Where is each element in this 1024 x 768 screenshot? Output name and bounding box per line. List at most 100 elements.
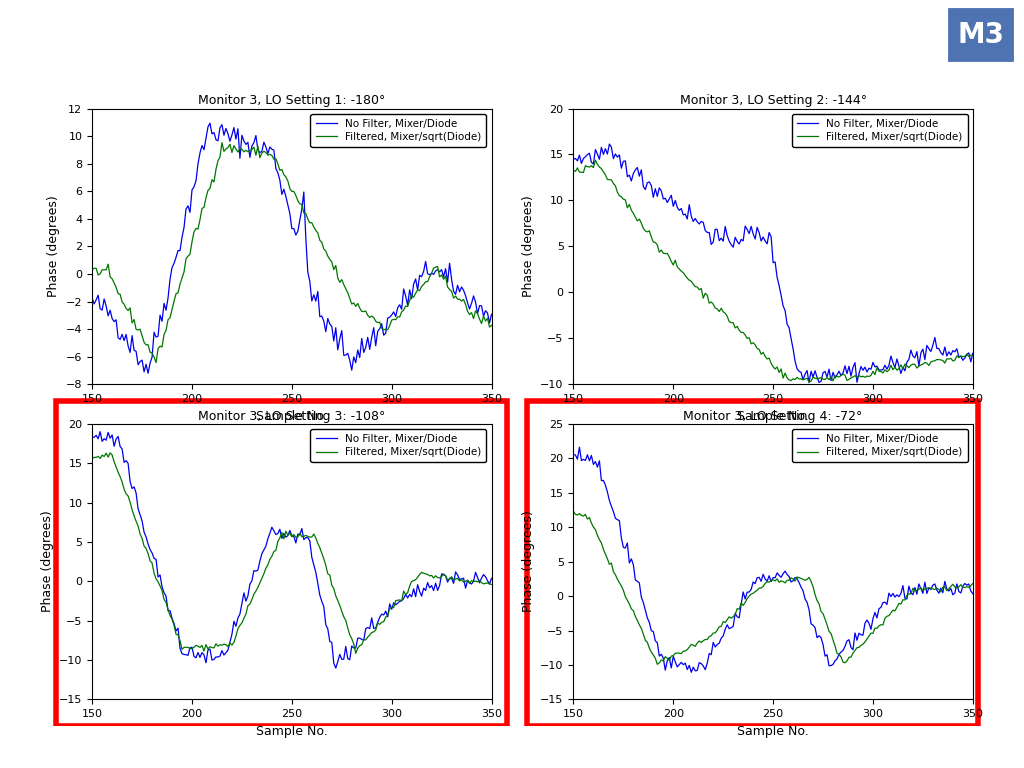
Filtered, Mixer/sqrt(Diode) [258,147,270,156]
No Filter, Mixer/Diode [573,442,586,452]
No Filter, Mixer/Diode [569,451,582,460]
Filtered, Mixer/sqrt(Diode) [216,138,228,147]
Title: Monitor 3, LO Setting 2: -144°: Monitor 3, LO Setting 2: -144° [680,94,866,108]
Filtered, Mixer/sqrt(Diode) [605,175,617,184]
No Filter, Mixer/Diode [787,576,800,585]
No Filter, Mixer/Diode [605,143,617,152]
Title: Monitor 3, LO Setting 4: -72°: Monitor 3, LO Setting 4: -72° [683,409,863,422]
No Filter, Mixer/Diode [937,350,949,359]
No Filter, Mixer/Diode [605,502,617,511]
Filtered, Mixer/sqrt(Diode) [256,574,268,583]
Filtered, Mixer/sqrt(Diode) [88,263,100,273]
No Filter, Mixer/Diode [86,433,98,442]
Filtered, Mixer/sqrt(Diode) [967,579,979,588]
Filtered, Mixer/sqrt(Diode) [86,454,98,463]
Filtered, Mixer/sqrt(Diode) [485,580,498,589]
Line: Filtered, Mixer/sqrt(Diode): Filtered, Mixer/sqrt(Diode) [92,143,492,362]
No Filter, Mixer/Diode [567,449,580,458]
No Filter, Mixer/Diode [967,349,979,358]
Y-axis label: Phase (degrees): Phase (degrees) [41,511,53,612]
Text: 02/08/2013: 02/08/2013 [41,738,145,756]
X-axis label: Sample No.: Sample No. [737,725,809,738]
No Filter, Mixer/Diode [304,536,316,545]
No Filter, Mixer/Diode [967,589,979,598]
No Filter, Mixer/Diode [717,631,729,641]
Y-axis label: Phase (degrees): Phase (degrees) [47,196,60,297]
No Filter, Mixer/Diode [785,334,798,343]
Filtered, Mixer/sqrt(Diode) [715,622,727,631]
No Filter, Mixer/Diode [715,233,727,243]
No Filter, Mixer/Diode [233,609,246,618]
Line: Filtered, Mixer/sqrt(Diode): Filtered, Mixer/sqrt(Diode) [573,511,973,664]
No Filter, Mixer/Diode [88,300,100,309]
Filtered, Mixer/sqrt(Diode) [715,303,727,313]
No Filter, Mixer/Diode [236,131,248,140]
Legend: No Filter, Mixer/Diode, Filtered, Mixer/sqrt(Diode): No Filter, Mixer/Diode, Filtered, Mixer/… [792,114,968,147]
Filtered, Mixer/sqrt(Diode) [589,156,601,165]
Filtered, Mixer/sqrt(Diode) [967,351,979,360]
Line: Filtered, Mixer/sqrt(Diode): Filtered, Mixer/sqrt(Diode) [573,161,973,382]
Filtered, Mixer/sqrt(Diode) [150,358,162,367]
Filtered, Mixer/sqrt(Diode) [567,507,580,516]
Filtered, Mixer/sqrt(Diode) [456,296,468,306]
Text: Jack Roberts: Jack Roberts [454,738,570,756]
Title: Monitor 3, LO Setting 1: -180°: Monitor 3, LO Setting 1: -180° [199,94,385,108]
No Filter, Mixer/Diode [937,588,949,598]
No Filter, Mixer/Diode [485,310,498,319]
No Filter, Mixer/Diode [456,283,468,292]
No Filter, Mixer/Diode [456,574,468,584]
No Filter, Mixer/Diode [803,378,815,387]
No Filter, Mixer/Diode [204,118,216,127]
No Filter, Mixer/Diode [94,427,106,436]
Filtered, Mixer/sqrt(Diode) [567,166,580,175]
Filtered, Mixer/sqrt(Diode) [937,356,949,365]
No Filter, Mixer/Diode [739,594,752,604]
Y-axis label: Phase (degrees): Phase (degrees) [522,196,535,297]
Filtered, Mixer/sqrt(Diode) [785,376,798,386]
Filtered, Mixer/sqrt(Diode) [236,144,248,154]
Line: No Filter, Mixer/Diode: No Filter, Mixer/Diode [92,123,492,373]
Filtered, Mixer/sqrt(Diode) [88,453,100,462]
Filtered, Mixer/sqrt(Diode) [456,575,468,584]
Title: Monitor 3, LO Setting 3: -108°: Monitor 3, LO Setting 3: -108° [199,409,385,422]
Filtered, Mixer/sqrt(Diode) [122,306,134,315]
No Filter, Mixer/Diode [122,341,134,350]
No Filter, Mixer/Diode [603,140,615,149]
Filtered, Mixer/sqrt(Diode) [569,510,582,519]
Text: 20: 20 [959,738,983,756]
Line: Filtered, Mixer/sqrt(Diode): Filtered, Mixer/sqrt(Diode) [92,453,492,654]
Filtered, Mixer/sqrt(Diode) [485,321,498,330]
Filtered, Mixer/sqrt(Diode) [86,265,98,274]
Filtered, Mixer/sqrt(Diode) [233,621,246,630]
Filtered, Mixer/sqrt(Diode) [785,573,798,582]
X-axis label: Sample No.: Sample No. [737,409,809,422]
No Filter, Mixer/Diode [685,667,697,677]
No Filter, Mixer/Diode [88,432,100,442]
Filtered, Mixer/sqrt(Diode) [737,601,750,610]
Line: No Filter, Mixer/Diode: No Filter, Mixer/Diode [92,432,492,668]
Filtered, Mixer/sqrt(Diode) [304,532,316,541]
Filtered, Mixer/sqrt(Diode) [569,167,582,176]
Y-axis label: Phase (degrees): Phase (degrees) [522,511,535,612]
No Filter, Mixer/Diode [124,477,136,486]
X-axis label: Sample No.: Sample No. [256,725,328,738]
Line: No Filter, Mixer/Diode: No Filter, Mixer/Diode [573,447,973,672]
Filtered, Mixer/sqrt(Diode) [305,218,317,227]
Legend: No Filter, Mixer/Diode, Filtered, Mixer/sqrt(Diode): No Filter, Mixer/Diode, Filtered, Mixer/… [792,429,968,462]
Bar [56,401,507,726]
Text: M3: M3 [957,21,1005,48]
Filtered, Mixer/sqrt(Diode) [737,328,750,337]
No Filter, Mixer/Diode [485,574,498,583]
X-axis label: Sample No.: Sample No. [256,409,328,422]
Filtered, Mixer/sqrt(Diode) [651,660,664,669]
Text: Comparison – Unfiltered vs. Filtered: Comparison – Unfiltered vs. Filtered [132,18,810,51]
FancyBboxPatch shape [946,5,1016,64]
Legend: No Filter, Mixer/Diode, Filtered, Mixer/sqrt(Diode): No Filter, Mixer/Diode, Filtered, Mixer/… [310,429,486,462]
No Filter, Mixer/Diode [258,137,270,147]
Filtered, Mixer/sqrt(Diode) [603,560,615,569]
No Filter, Mixer/Diode [330,664,342,673]
No Filter, Mixer/Diode [569,154,582,163]
No Filter, Mixer/Diode [86,293,98,303]
Filtered, Mixer/sqrt(Diode) [349,649,361,658]
No Filter, Mixer/Diode [142,369,155,378]
